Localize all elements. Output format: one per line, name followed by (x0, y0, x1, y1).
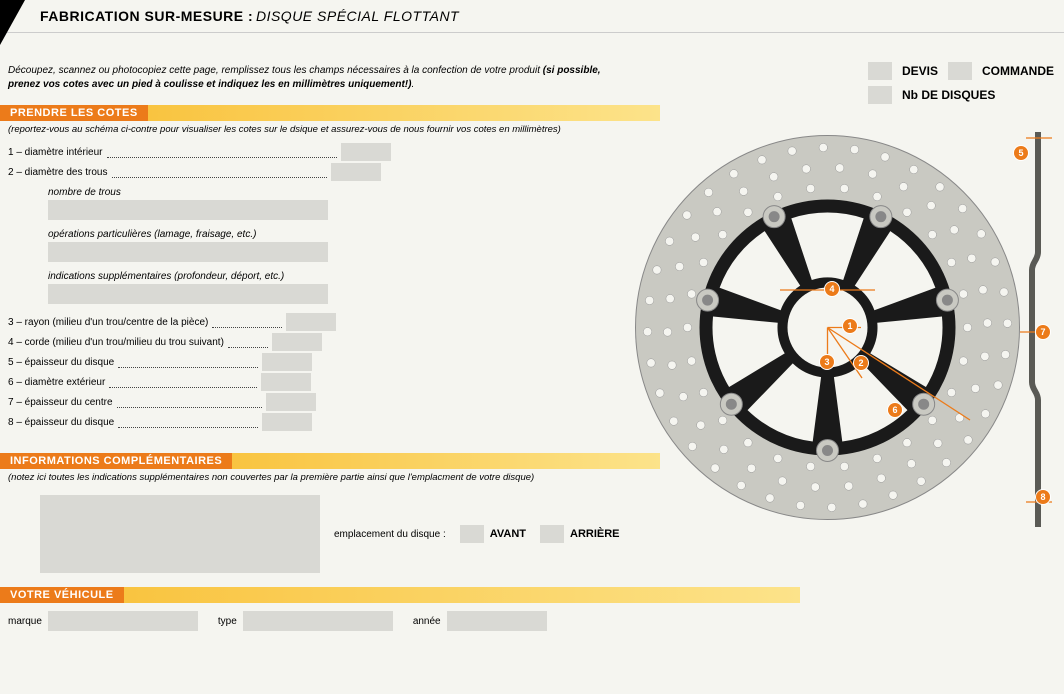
label-annee: année (413, 616, 441, 627)
dotline (109, 387, 257, 388)
label-corde: 4 – corde (milieu d'un trou/milieu du tr… (8, 337, 224, 348)
dotline (118, 427, 258, 428)
label-devis: DEVIS (902, 64, 938, 78)
section-infos-bar: INFORMATIONS COMPLÉMENTAIRES (0, 453, 660, 469)
marker-8: 8 (1036, 490, 1050, 504)
marker-3: 3 (820, 355, 834, 369)
label-ep-centre: 7 – épaisseur du centre (8, 397, 113, 408)
disc-profile: 5 7 8 (1014, 132, 1054, 517)
label-arriere: ARRIÈRE (570, 528, 620, 540)
input-corde[interactable] (272, 333, 322, 351)
label-ep-disque-5: 5 – épaisseur du disque (8, 357, 114, 368)
input-notes[interactable] (40, 495, 320, 573)
input-diametre-interieur[interactable] (341, 143, 391, 161)
section-vehicle-grad (124, 587, 800, 603)
input-annee[interactable] (447, 611, 547, 631)
label-nb-disques: Nb DE DISQUES (902, 88, 995, 102)
marker-4: 4 (825, 282, 839, 296)
page-subtitle: DISQUE SPÉCIAL FLOTTANT (256, 8, 459, 24)
input-operations[interactable] (48, 242, 328, 262)
section-cotes-note: (reportez-vous au schéma ci-contre pour … (0, 121, 660, 141)
input-nb-disques[interactable] (868, 86, 892, 104)
checkbox-devis[interactable] (868, 62, 892, 80)
disc-diagram: 1 2 3 4 6 (630, 130, 1025, 525)
dotline (112, 177, 327, 178)
label-operations: opérations particulières (lamage, fraisa… (48, 229, 652, 240)
input-marque[interactable] (48, 611, 198, 631)
checkbox-arriere[interactable] (540, 525, 564, 543)
input-diametre-trous[interactable] (331, 163, 381, 181)
intro-dot: . (411, 79, 414, 90)
label-diametre-interieur: 1 – diamètre intérieur (8, 147, 103, 158)
intro-part1: Découpez, scannez ou photocopiez cette p… (8, 65, 543, 76)
section-cotes-bar: PRENDRE LES COTES (0, 105, 660, 121)
label-nombre-trous: nombre de trous (48, 187, 652, 198)
label-diametre-trous: 2 – diamètre des trous (8, 167, 108, 178)
marker-1: 1 (843, 319, 857, 333)
label-indications: indications supplémentaires (profondeur,… (48, 271, 652, 282)
checkbox-commande[interactable] (948, 62, 972, 80)
dotline (118, 367, 258, 368)
section-infos-grad (232, 453, 660, 469)
input-type[interactable] (243, 611, 393, 631)
section-infos-title: INFORMATIONS COMPLÉMENTAIRES (0, 453, 232, 469)
section-cotes-grad (148, 105, 660, 121)
dotline (228, 347, 268, 348)
section-infos-note: (notez ici toutes les indications supplé… (0, 469, 660, 489)
input-ep-disque-5[interactable] (262, 353, 312, 371)
header-triangle (0, 0, 25, 45)
input-rayon[interactable] (286, 313, 336, 331)
section-cotes-title: PRENDRE LES COTES (0, 105, 148, 121)
disc-svg (630, 130, 1025, 525)
label-rayon: 3 – rayon (milieu d'un trou/centre de la… (8, 317, 208, 328)
label-commande: COMMANDE (982, 64, 1054, 78)
marker-2: 2 (854, 356, 868, 370)
marker-5: 5 (1014, 146, 1028, 160)
dotline (117, 407, 262, 408)
label-emplacement: emplacement du disque : (334, 529, 446, 540)
input-ep-centre[interactable] (266, 393, 316, 411)
dotline (212, 327, 282, 328)
label-ep-disque-8: 8 – épaisseur du disque (8, 417, 114, 428)
label-diametre-ext: 6 – diamètre extérieur (8, 377, 105, 388)
order-type-block: DEVIS COMMANDE Nb DE DISQUES (868, 62, 1054, 104)
dotline (107, 157, 337, 158)
checkbox-avant[interactable] (460, 525, 484, 543)
input-ep-disque-8[interactable] (262, 413, 312, 431)
section-vehicle-title: VOTRE VÉHICULE (0, 587, 124, 603)
input-diametre-ext[interactable] (261, 373, 311, 391)
input-indications[interactable] (48, 284, 328, 304)
input-nombre-trous[interactable] (48, 200, 328, 220)
label-avant: AVANT (490, 528, 526, 540)
section-vehicle-bar: VOTRE VÉHICULE (0, 587, 800, 603)
marker-6: 6 (888, 403, 902, 417)
label-type: type (218, 616, 237, 627)
marker-7: 7 (1036, 325, 1050, 339)
intro-text: Découpez, scannez ou photocopiez cette p… (0, 52, 620, 99)
label-marque: marque (8, 616, 42, 627)
page-title: FABRICATION SUR-MESURE : (40, 8, 253, 24)
